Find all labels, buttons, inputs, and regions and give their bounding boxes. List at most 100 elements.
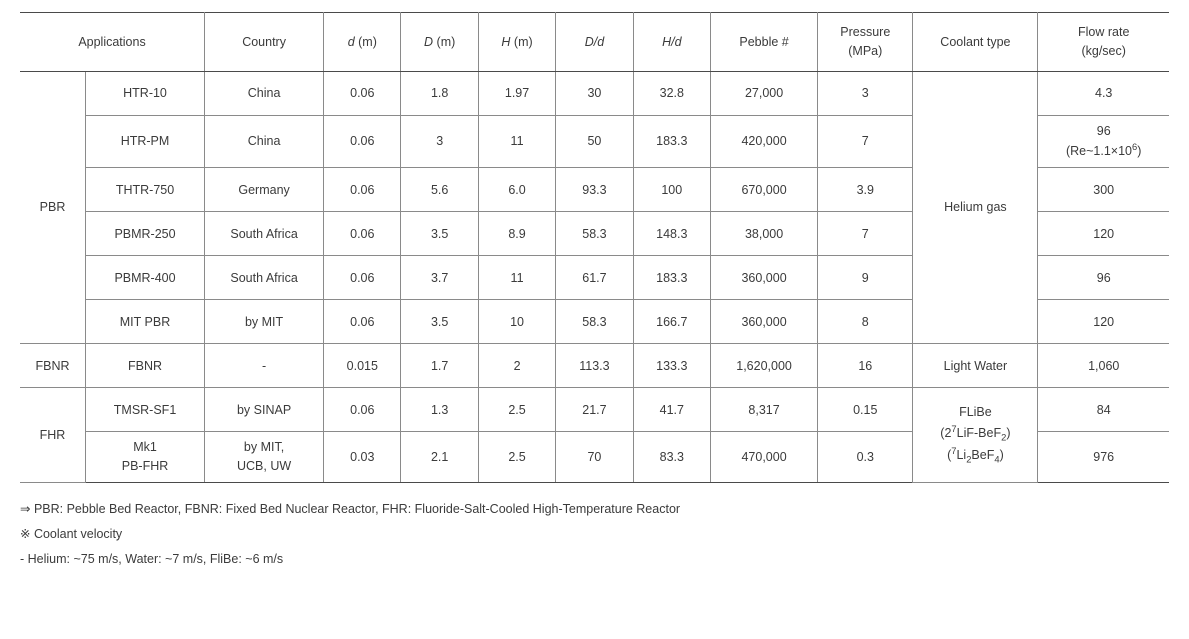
cell-pebble: 470,000	[710, 432, 817, 483]
cell-D: 3.7	[401, 256, 478, 300]
cell-H: 2.5	[478, 388, 555, 432]
reactor-name: MIT PBR	[85, 300, 204, 344]
header-country: Country	[205, 13, 324, 72]
cell-pressure: 3	[818, 71, 913, 115]
header-applications: Applications	[20, 13, 205, 72]
cell-flow: 1,060	[1038, 344, 1169, 388]
cell-pressure: 0.3	[818, 432, 913, 483]
table-header: Applications Country d (m) D (m) H (m) D…	[20, 13, 1169, 72]
cell-Hd: 133.3	[633, 344, 710, 388]
table-row: FHR TMSR-SF1 by SINAP 0.06 1.3 2.5 21.7 …	[20, 388, 1169, 432]
cell-Hd: 32.8	[633, 71, 710, 115]
cell-Dd: 21.7	[556, 388, 633, 432]
cell-Hd: 41.7	[633, 388, 710, 432]
cell-H: 1.97	[478, 71, 555, 115]
cell-d: 0.06	[324, 115, 401, 168]
cell-pebble: 27,000	[710, 71, 817, 115]
cell-D: 1.3	[401, 388, 478, 432]
reactor-name: TMSR-SF1	[85, 388, 204, 432]
cell-country: China	[205, 71, 324, 115]
cell-H: 10	[478, 300, 555, 344]
table-body: PBR HTR-10 China 0.06 1.8 1.97 30 32.8 2…	[20, 71, 1169, 482]
cell-d: 0.06	[324, 388, 401, 432]
reactor-name: PBMR-400	[85, 256, 204, 300]
cell-Dd: 30	[556, 71, 633, 115]
cell-flow: 4.3	[1038, 71, 1169, 115]
header-flow: Flow rate(kg/sec)	[1038, 13, 1169, 72]
header-coolant: Coolant type	[913, 13, 1038, 72]
cell-country: by MIT,UCB, UW	[205, 432, 324, 483]
cell-flow: 976	[1038, 432, 1169, 483]
reactor-name: HTR-10	[85, 71, 204, 115]
cell-country: by SINAP	[205, 388, 324, 432]
cell-d: 0.03	[324, 432, 401, 483]
cell-D: 2.1	[401, 432, 478, 483]
cell-D: 3	[401, 115, 478, 168]
cell-flow: 300	[1038, 168, 1169, 212]
reactor-name: PBMR-250	[85, 212, 204, 256]
cell-pressure: 0.15	[818, 388, 913, 432]
note-abbrev: ⇒ PBR: Pebble Bed Reactor, FBNR: Fixed B…	[20, 497, 1169, 522]
cell-Dd: 93.3	[556, 168, 633, 212]
cell-Dd: 70	[556, 432, 633, 483]
cell-D: 3.5	[401, 300, 478, 344]
cell-pebble: 670,000	[710, 168, 817, 212]
cell-Dd: 58.3	[556, 300, 633, 344]
cell-Hd: 83.3	[633, 432, 710, 483]
cell-country: -	[205, 344, 324, 388]
cell-coolant-helium: Helium gas	[913, 71, 1038, 344]
cell-flow: 96	[1038, 256, 1169, 300]
group-fhr: FHR	[20, 388, 85, 483]
cell-country: South Africa	[205, 256, 324, 300]
header-h-over-d: H/d	[633, 13, 710, 72]
header-d-over-d: D/d	[556, 13, 633, 72]
cell-d: 0.06	[324, 212, 401, 256]
cell-D: 3.5	[401, 212, 478, 256]
cell-country: Germany	[205, 168, 324, 212]
cell-Dd: 113.3	[556, 344, 633, 388]
cell-H: 2.5	[478, 432, 555, 483]
cell-d: 0.06	[324, 300, 401, 344]
reactor-name: FBNR	[85, 344, 204, 388]
cell-H: 11	[478, 256, 555, 300]
cell-pebble: 360,000	[710, 256, 817, 300]
cell-H: 8.9	[478, 212, 555, 256]
cell-D: 5.6	[401, 168, 478, 212]
cell-Dd: 58.3	[556, 212, 633, 256]
cell-pressure: 16	[818, 344, 913, 388]
cell-Hd: 100	[633, 168, 710, 212]
note-velocity-head: ※ Coolant velocity	[20, 522, 1169, 547]
cell-Dd: 50	[556, 115, 633, 168]
cell-flow: 96(Re~1.1×106)	[1038, 115, 1169, 168]
table-row: FBNR FBNR - 0.015 1.7 2 113.3 133.3 1,62…	[20, 344, 1169, 388]
group-fbnr: FBNR	[20, 344, 85, 388]
notes-block: ⇒ PBR: Pebble Bed Reactor, FBNR: Fixed B…	[20, 497, 1169, 572]
cell-D: 1.8	[401, 71, 478, 115]
cell-country: South Africa	[205, 212, 324, 256]
header-pebble: Pebble #	[710, 13, 817, 72]
cell-Hd: 166.7	[633, 300, 710, 344]
header-pressure: Pressure(MPa)	[818, 13, 913, 72]
cell-pressure: 8	[818, 300, 913, 344]
cell-d: 0.06	[324, 71, 401, 115]
cell-pebble: 38,000	[710, 212, 817, 256]
cell-pressure: 9	[818, 256, 913, 300]
cell-pressure: 7	[818, 115, 913, 168]
cell-pebble: 420,000	[710, 115, 817, 168]
cell-pebble: 8,317	[710, 388, 817, 432]
group-pbr: PBR	[20, 71, 85, 344]
cell-d: 0.06	[324, 168, 401, 212]
header-d-small: d (m)	[324, 13, 401, 72]
header-h: H (m)	[478, 13, 555, 72]
cell-Hd: 183.3	[633, 115, 710, 168]
cell-H: 11	[478, 115, 555, 168]
cell-Dd: 61.7	[556, 256, 633, 300]
table-row: PBR HTR-10 China 0.06 1.8 1.97 30 32.8 2…	[20, 71, 1169, 115]
cell-country: China	[205, 115, 324, 168]
cell-H: 6.0	[478, 168, 555, 212]
cell-pebble: 1,620,000	[710, 344, 817, 388]
reactor-name: HTR-PM	[85, 115, 204, 168]
cell-flow: 84	[1038, 388, 1169, 432]
cell-flow: 120	[1038, 212, 1169, 256]
reactor-name: Mk1PB-FHR	[85, 432, 204, 483]
